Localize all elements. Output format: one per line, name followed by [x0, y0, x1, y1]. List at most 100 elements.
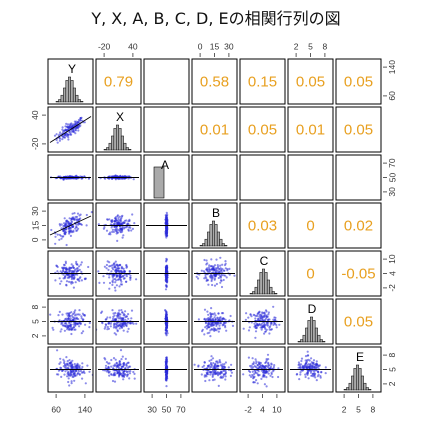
scatter-point — [257, 311, 260, 314]
scatter-point — [57, 314, 60, 317]
scatter-point — [125, 266, 128, 269]
scatter-point — [79, 117, 82, 120]
scatter-point — [75, 218, 78, 221]
scatter-point — [117, 317, 120, 320]
scatter-point — [111, 379, 115, 383]
scatter-point — [71, 316, 75, 319]
scatter-point — [74, 123, 77, 126]
scatter-point — [75, 229, 78, 232]
scatter-point — [300, 359, 303, 363]
scatter-point — [65, 283, 68, 286]
scatter-point — [166, 213, 169, 216]
scatter-point — [252, 362, 255, 365]
scatter-point — [70, 133, 73, 136]
panel-X-Y — [47, 106, 94, 153]
scatter-point — [165, 233, 168, 236]
scatter-point — [106, 325, 109, 329]
panel-D-E: 0.05 — [335, 298, 382, 345]
scatter-point — [267, 358, 270, 361]
scatter-point — [97, 270, 100, 273]
panel-border — [143, 154, 190, 201]
histogram-bar — [271, 291, 275, 295]
scatter-point — [217, 267, 220, 270]
histogram-bar — [368, 389, 372, 391]
scatter-point — [256, 324, 259, 327]
tick-label-B: 0 — [198, 41, 203, 51]
scatter-point — [247, 316, 250, 319]
scatter-point — [105, 263, 108, 267]
scatter-point — [120, 265, 123, 268]
scatter-E-C — [242, 353, 283, 388]
scatter-point — [260, 322, 264, 325]
scatter-point — [77, 370, 80, 373]
scatter-point — [117, 219, 120, 222]
panel-A-A: A — [143, 154, 190, 201]
scatter-point — [255, 326, 258, 329]
correlation-label: 0.01 — [200, 122, 229, 139]
scatter-point — [65, 356, 68, 359]
histogram-bar — [249, 293, 253, 295]
panel-C-C: C — [239, 250, 286, 297]
scatter-point — [204, 326, 207, 329]
scatter-point — [115, 327, 118, 330]
scatter-point — [126, 175, 130, 178]
histogram-bar — [356, 364, 359, 391]
panel-C-D: 0 — [287, 250, 334, 297]
scatter-point — [119, 269, 122, 272]
scatter-point — [67, 227, 70, 230]
tick-label-C: 4 — [387, 271, 397, 276]
scatter-point — [210, 364, 213, 367]
scatter-point — [60, 367, 63, 370]
scatter-point — [65, 319, 69, 322]
scatter-point — [61, 369, 64, 372]
scatter-point — [317, 373, 320, 376]
scatter-point — [253, 322, 256, 325]
scatter-point — [226, 269, 229, 272]
scatter-point — [60, 328, 63, 331]
scatter-point — [78, 364, 81, 367]
scatter-point — [298, 366, 301, 369]
scatter-point — [115, 324, 118, 327]
scatter-point — [274, 316, 277, 319]
scatter-point — [78, 214, 81, 217]
scatter-point — [113, 322, 116, 325]
scatter-point — [78, 121, 81, 124]
histogram-bar — [118, 128, 122, 151]
scatter-point — [71, 375, 74, 378]
scatter-point — [216, 264, 219, 267]
scatter-point — [129, 370, 132, 373]
scatter-point — [59, 270, 62, 273]
scatter-point — [88, 370, 91, 373]
histogram-bar — [103, 149, 107, 151]
scatter-point — [252, 366, 255, 369]
scatter-point — [119, 313, 122, 316]
histogram-bar — [116, 124, 119, 151]
scatter-point — [107, 366, 110, 369]
scatter-point — [77, 269, 80, 272]
scatter-point — [210, 355, 213, 358]
scatter-point — [203, 258, 206, 262]
scatter-point — [120, 309, 123, 312]
scatter-point — [119, 349, 123, 352]
scatter-point — [70, 263, 73, 266]
scatter-point — [55, 133, 58, 136]
histogram-D — [297, 316, 326, 343]
scatter-point — [211, 375, 214, 378]
scatter-point — [76, 322, 79, 325]
scatter-point — [277, 367, 280, 370]
histogram-bar — [360, 375, 364, 391]
scatter-point — [200, 269, 203, 272]
scatter-point — [54, 242, 57, 245]
scatter-point — [110, 226, 113, 229]
panel-B-Y — [47, 202, 94, 249]
panel-Y-X: 0.79 — [95, 58, 142, 105]
scatter-point — [104, 318, 107, 321]
scatter-point — [56, 270, 59, 273]
scatter-point — [210, 258, 213, 261]
scatter-point — [129, 274, 132, 277]
scatter-point — [131, 213, 134, 216]
scatter-point — [114, 281, 117, 284]
scatter-point — [77, 218, 80, 222]
scatter-point — [60, 223, 63, 226]
scatter-point — [102, 227, 105, 230]
